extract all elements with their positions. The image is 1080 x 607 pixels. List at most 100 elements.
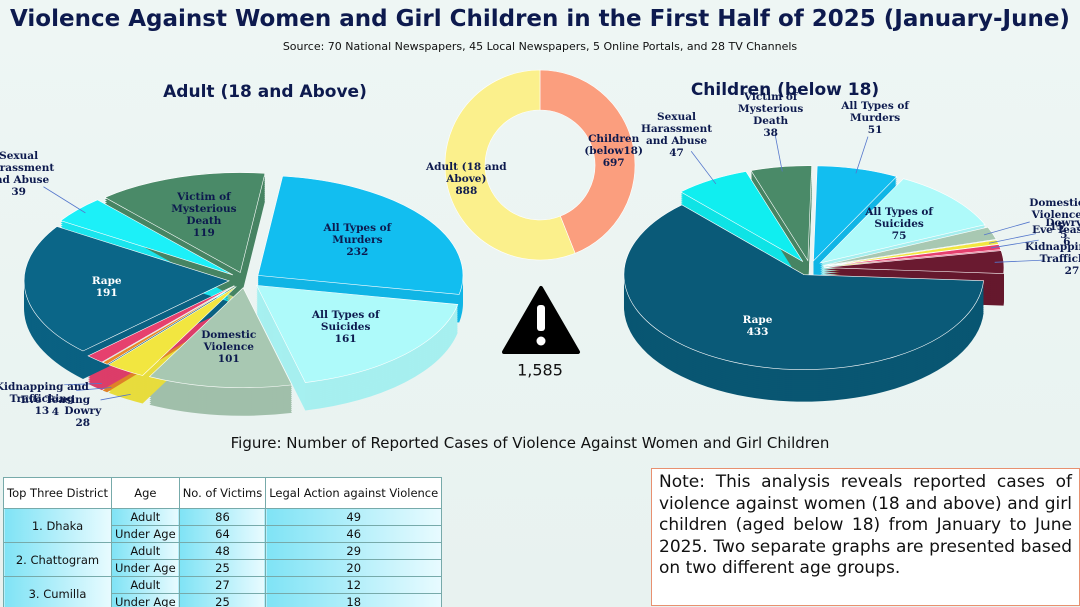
caption: Figure: Number of Reported Cases of Viol…	[230, 434, 830, 452]
warning-icon	[502, 286, 580, 354]
slice-value: 433	[746, 326, 769, 339]
slice-label: All Types of Suicides 161	[298, 309, 394, 345]
slice	[813, 165, 898, 262]
slice-tops	[623, 165, 1005, 370]
slice-category: Sexual Harassment and Abuse	[0, 149, 55, 186]
table-cell: 18	[265, 593, 443, 607]
leader-line	[43, 186, 86, 214]
table-cell: 12	[265, 576, 443, 594]
slice-value: 232	[346, 246, 369, 259]
total: 1,585	[517, 360, 563, 380]
page-title: Violence Against Women and Girl Children…	[10, 6, 1070, 32]
slice	[680, 171, 804, 262]
header-row: Top Three District Age No. of Victims Legal…	[3, 477, 443, 509]
slice-category: All Types of Murders	[841, 100, 909, 125]
leader-line	[774, 133, 783, 172]
slice-category: Kidnapping and Trafficking	[0, 381, 89, 406]
slice	[23, 226, 230, 352]
slice	[819, 178, 986, 264]
header-cell: Legal Action against Violence	[265, 477, 443, 509]
leader-line	[64, 383, 102, 386]
slice-value: 697	[602, 156, 625, 169]
table-cell: 64	[178, 525, 267, 543]
table-cell: Under Age	[110, 559, 180, 577]
slice-label: Rape 433	[710, 314, 806, 338]
slice-category: Kidnapping and Trafficking	[1024, 241, 1080, 266]
slice-category: Dowry	[1045, 216, 1080, 229]
table-cell: 25	[178, 593, 267, 607]
slice-label: Domestic Violence 15	[1009, 197, 1080, 233]
slice-category: Adult (18 and Above)	[426, 161, 507, 186]
slice-value: 28	[75, 416, 91, 429]
slice	[148, 287, 293, 389]
slice-label: Victim of Mysterious Death 38	[723, 91, 819, 139]
slice-category: Eve Teasing	[1032, 224, 1080, 237]
slice-category: Domestic Violence	[1029, 197, 1080, 222]
table-cell: 25	[178, 559, 267, 577]
slice-category: Children (below18)	[584, 132, 643, 157]
slice-value: 13	[34, 405, 50, 418]
leader-line	[990, 239, 1039, 249]
district-cell: 1. Dhaka	[3, 508, 112, 543]
table-cell: 86	[178, 508, 267, 526]
slice-category: Victim of Mysterious Death	[171, 191, 237, 228]
source: Source: 70 National Newspapers, 45 Local…	[282, 40, 798, 53]
slice-value: 6	[1063, 236, 1071, 249]
note: Note: This analysis reveals reported cas…	[651, 468, 1080, 606]
table-row: Under Age 25 18	[4, 593, 443, 607]
table-cell: 46	[265, 525, 443, 543]
table-cell: Adult	[110, 508, 180, 526]
slice-value: 888	[455, 185, 478, 198]
slice-category: Eve Teasing	[20, 393, 91, 406]
slice-label: Dowry 28	[35, 405, 131, 429]
slice	[823, 226, 997, 266]
leader-line	[76, 387, 112, 391]
slice-tops	[23, 172, 464, 389]
slice-category: Domestic Violence	[201, 329, 257, 354]
slice-label: All Types of Murders 51	[827, 100, 923, 136]
header-cell: Age	[110, 477, 180, 509]
table-cell: Adult	[110, 542, 180, 560]
slice	[60, 199, 234, 276]
slice-label: Victim of Mysterious Death 119	[156, 191, 252, 239]
slice-value: 161	[334, 332, 357, 345]
slice-value: 75	[891, 230, 907, 242]
district-cell: 2. Chattogram	[3, 542, 112, 577]
slice	[823, 244, 1002, 267]
slice	[623, 204, 984, 370]
slice	[256, 285, 459, 383]
slice-value: 47	[669, 146, 684, 159]
slice-value: 4	[51, 405, 60, 418]
chart-title: Adult (18 and Above)	[163, 82, 367, 102]
table-cell: Under Age	[110, 593, 180, 607]
slice-value: 51	[867, 124, 883, 137]
slice-value: 15	[1049, 221, 1065, 234]
slice-value: 27	[1064, 265, 1080, 278]
slice	[539, 69, 636, 254]
slice-label: Rape 191	[59, 275, 155, 299]
slice	[444, 69, 576, 261]
slice-category: Sexual Harassment and Abuse	[640, 110, 713, 147]
slice	[104, 172, 266, 273]
table-cell: 20	[265, 559, 443, 577]
leader-line	[855, 136, 869, 174]
slice-value: 101	[217, 353, 240, 366]
slice-value: 38	[763, 127, 778, 140]
slice-label: Children (below18) 697	[566, 133, 662, 169]
table-cell: 27	[178, 576, 267, 594]
slice-label: Dowry 5	[1016, 217, 1080, 241]
leader-line	[983, 221, 1030, 236]
slice	[750, 165, 812, 262]
slice-label: Adult (18 and Above) 888	[418, 161, 514, 197]
slice-category: All Types of Suicides	[311, 308, 380, 333]
slice-label: Kidnapping and Trafficking27	[1024, 241, 1080, 277]
slice-category: All Types of Murders	[323, 222, 392, 247]
chart-title: Children (below 18)	[690, 80, 880, 100]
header-cell: No. of Victims	[178, 477, 267, 509]
slice-value: 5	[1060, 228, 1068, 241]
slice-label: Kidnapping and Trafficking 13	[0, 381, 90, 417]
slice	[823, 239, 1000, 267]
slice	[257, 175, 464, 295]
table-cell: Under Age	[110, 525, 180, 543]
